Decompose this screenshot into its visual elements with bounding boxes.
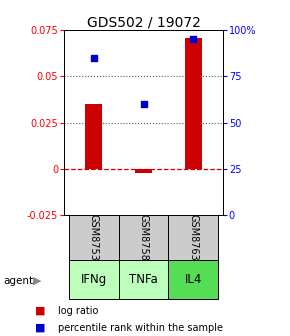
- Text: TNFa: TNFa: [129, 273, 158, 286]
- FancyBboxPatch shape: [69, 260, 119, 299]
- Bar: [185, 38, 202, 169]
- Point: [91, 55, 96, 60]
- Point: [191, 37, 196, 42]
- Text: GSM8753: GSM8753: [89, 214, 99, 261]
- Text: percentile rank within the sample: percentile rank within the sample: [58, 323, 223, 333]
- Text: GSM8758: GSM8758: [139, 214, 148, 261]
- Text: agent: agent: [3, 276, 33, 286]
- FancyBboxPatch shape: [119, 215, 168, 260]
- Text: IFNg: IFNg: [81, 273, 107, 286]
- FancyBboxPatch shape: [119, 260, 168, 299]
- Text: ▶: ▶: [33, 276, 42, 286]
- Point: [141, 101, 146, 107]
- FancyBboxPatch shape: [168, 260, 218, 299]
- Text: ■: ■: [35, 306, 45, 316]
- Text: IL4: IL4: [185, 273, 202, 286]
- FancyBboxPatch shape: [69, 215, 119, 260]
- FancyBboxPatch shape: [168, 215, 218, 260]
- Bar: [135, 169, 152, 173]
- Title: GDS502 / 19072: GDS502 / 19072: [87, 15, 200, 29]
- Text: GSM8763: GSM8763: [188, 214, 198, 261]
- Bar: [85, 104, 102, 169]
- Text: log ratio: log ratio: [58, 306, 98, 316]
- Text: ■: ■: [35, 323, 45, 333]
